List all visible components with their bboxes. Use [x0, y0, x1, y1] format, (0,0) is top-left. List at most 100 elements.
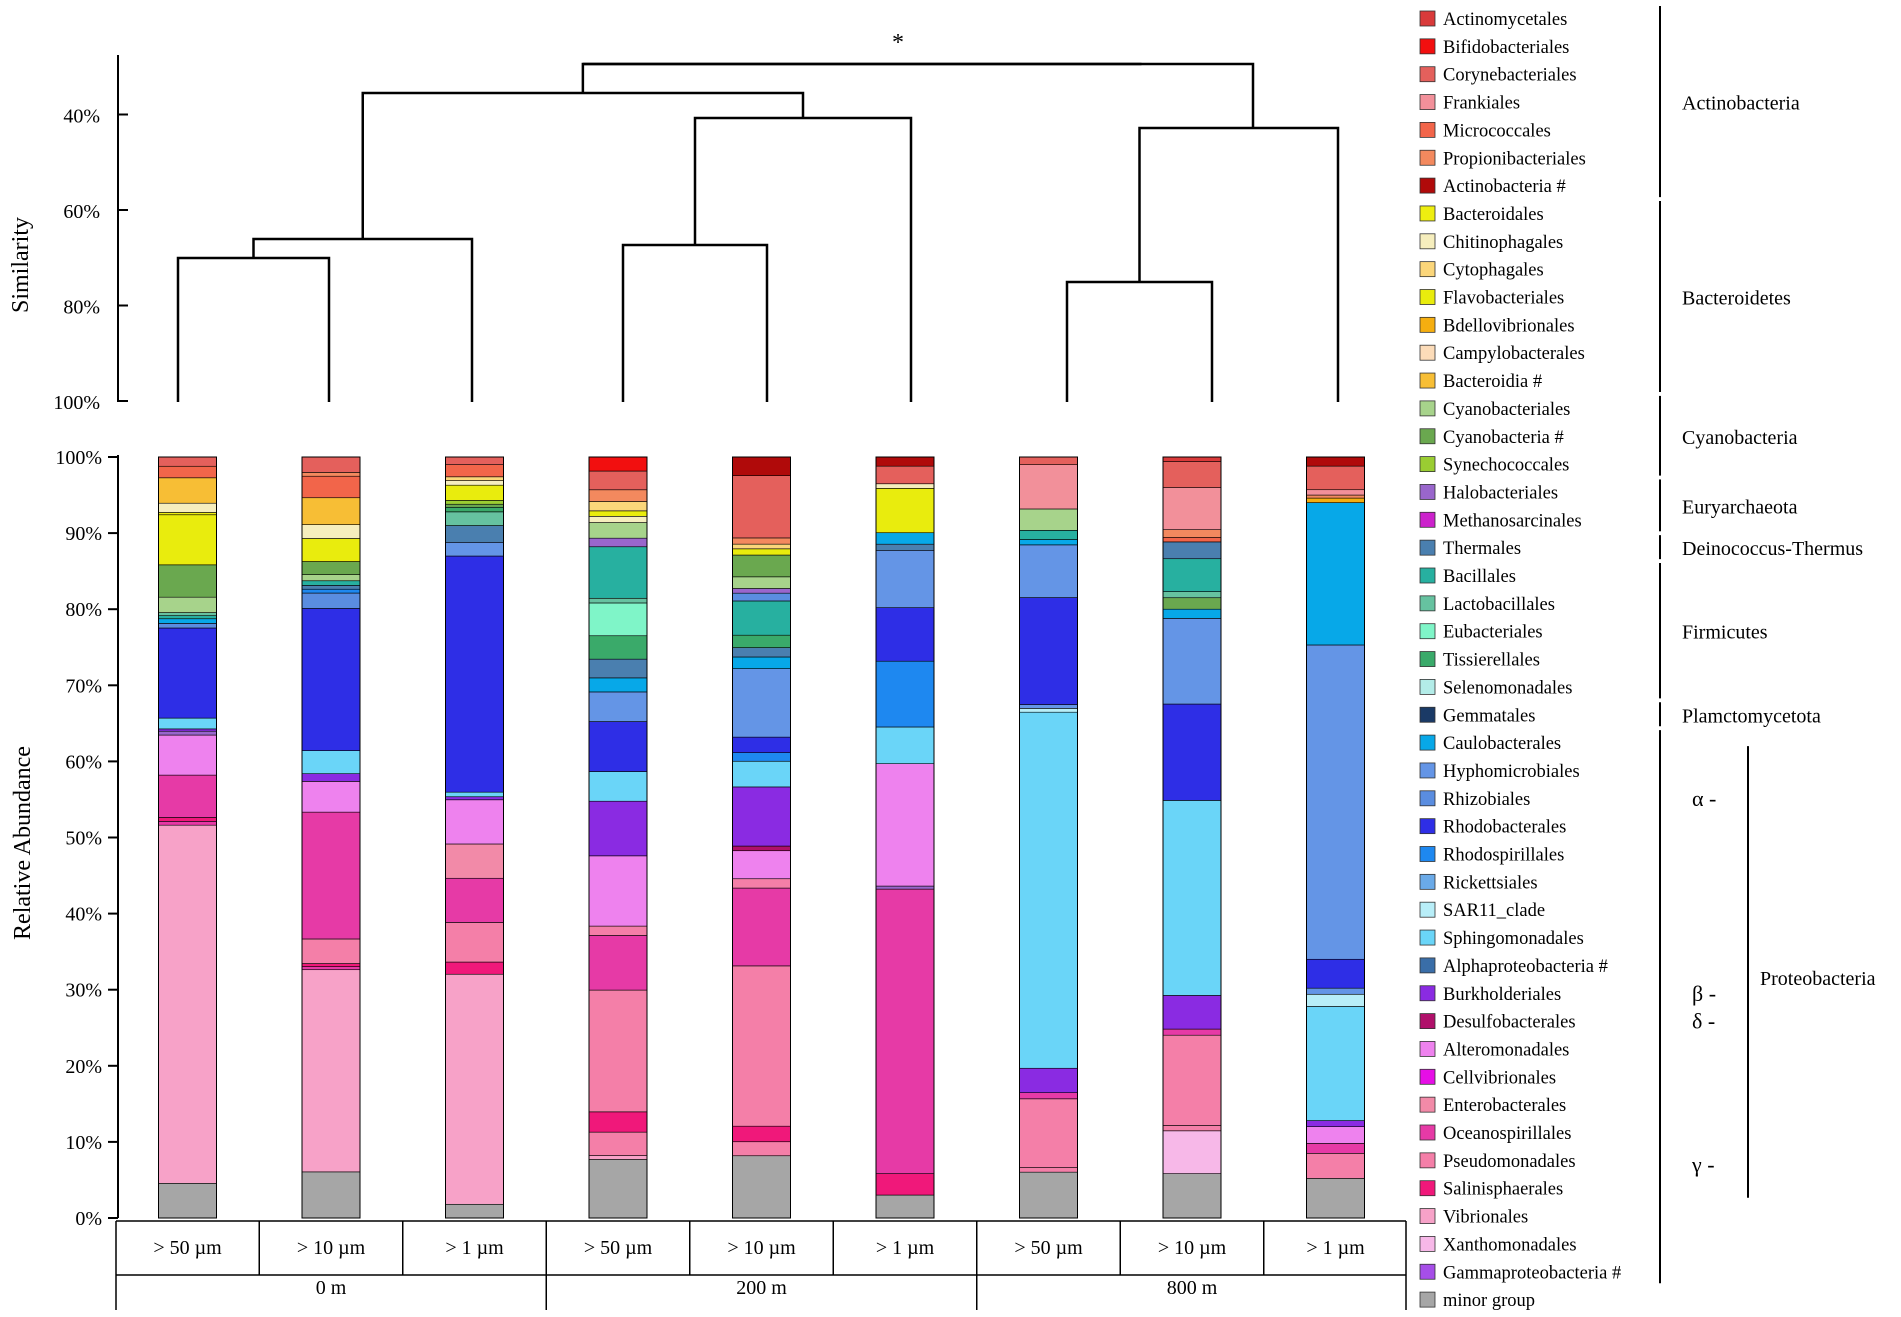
bar-segment-flavobacteriales	[875, 488, 935, 534]
legend-item-selenomonadales: Selenomonadales	[1419, 678, 1572, 698]
phylum-actinobacteria: Actinobacteria	[1659, 6, 1800, 198]
bar-6	[875, 456, 935, 1219]
phylum-label: Actinobacteria	[1682, 93, 1800, 115]
bars	[158, 456, 1365, 1219]
legend-label: Campylobacterales	[1443, 344, 1585, 364]
bar-segment-minor-group	[732, 1155, 791, 1219]
legend-item-enterobacterales: Enterobacterales	[1419, 1096, 1566, 1116]
bar-segment-cytophagales	[732, 543, 791, 550]
bar-segment-oceanospirillales	[1162, 1028, 1222, 1036]
legend-item-frankiales: Frankiales	[1419, 94, 1520, 114]
legend-swatch	[1419, 1068, 1436, 1085]
legend-label: Vibrionales	[1443, 1208, 1528, 1228]
bar-segment-rhodospirillales	[732, 752, 791, 762]
bar-segment-halobacteriales	[158, 730, 217, 736]
bar-8	[1162, 456, 1222, 1219]
legend-item-salinisphaerales: Salinisphaerales	[1419, 1180, 1563, 1200]
bar-segment-rhodobacterales	[1162, 703, 1222, 801]
legend-swatch	[1419, 1291, 1436, 1308]
bar-segment-bacillales	[732, 600, 791, 636]
bar-segment-pseudomonadales	[1162, 1125, 1222, 1132]
similarity-tick-label: 80%	[63, 297, 100, 319]
dendrogram-branches	[176, 62, 1340, 402]
x-tick-label: > 50 µm	[1014, 1237, 1083, 1259]
legend-label: Actinomycetales	[1443, 10, 1567, 30]
bar-segment-burkholderiales	[1162, 995, 1222, 1030]
legend-label: Oceanospirillales	[1443, 1124, 1571, 1144]
legend-label: Actinobacteria #	[1443, 177, 1566, 197]
bar-segment-thermales	[588, 658, 648, 679]
subclass-label-: δ -	[1692, 1009, 1715, 1034]
bar-segment-alteromonadales	[732, 850, 791, 880]
proteobacteria-subclass-bracket: α - β - δ - γ -	[1659, 746, 1749, 1198]
bar-segment-bacteroidales	[158, 512, 217, 516]
legend-item-burkholderiales: Burkholderiales	[1419, 985, 1561, 1005]
bar-segment-hyphomicrobiales	[1019, 704, 1078, 709]
bar-segment-alteromonadales	[158, 734, 217, 776]
y-tick-label: 80%	[65, 599, 102, 621]
legend-swatch	[1419, 567, 1436, 584]
legend-label: Methanosarcinales	[1443, 511, 1582, 531]
bar-segment-pseudomonadales	[445, 922, 504, 963]
bar-segment-xanthomonadales	[1162, 1130, 1222, 1174]
bar-outline	[301, 456, 361, 1219]
bar-segment-halobacteriales	[588, 537, 648, 548]
bar-segment-lactobacillales	[158, 612, 217, 616]
bar-segment-rhizobiales	[158, 623, 217, 629]
bar-segment-minor-group	[301, 1171, 361, 1219]
bar-segment-cyanobacteriales	[588, 522, 648, 539]
group-label-0-m: 0 m	[316, 1277, 347, 1299]
bar-segment-oceanospirillales	[301, 966, 361, 971]
legend-swatch	[1419, 1180, 1436, 1197]
legend-item-halobacteriales: Halobacteriales	[1419, 483, 1558, 503]
legend-item-lactobacillales: Lactobacillales	[1419, 595, 1555, 615]
bar-4	[588, 456, 648, 1219]
legend-swatch	[1419, 344, 1436, 361]
bar-segment-hyphomicrobiales	[588, 691, 648, 722]
x-tick-label: > 1 µm	[1306, 1237, 1365, 1259]
bar-segment-alteromonadales	[445, 799, 504, 845]
bar-segment-salinisphaerales	[301, 963, 361, 967]
bar-segment-burkholderiales	[1306, 1120, 1365, 1127]
dendrogram-branch	[582, 62, 1255, 128]
legend-swatch	[1419, 289, 1436, 305]
bar-segment-corynebacteriales	[1306, 465, 1365, 491]
bar-segment-pseudomonadales	[588, 989, 648, 1113]
legend-label: Cyanobacteria #	[1443, 428, 1564, 448]
bar-segment-propionibacteriales	[301, 472, 361, 477]
phylum-brackets: Actinobacteria Bacteroidetes Cyanobacteria…	[1659, 6, 1876, 1284]
bar-segment-alteromonadales	[301, 781, 361, 813]
legend-item-eubacteriales: Eubacteriales	[1419, 623, 1543, 643]
legend-label: Micrococcales	[1443, 121, 1551, 141]
bar-segment-hyphomicrobiales	[1306, 644, 1365, 960]
bar-segment-cyanobacteriales	[1019, 508, 1078, 531]
bar-segment-oceanospirillales	[875, 888, 935, 1174]
legend-swatch	[1419, 456, 1436, 473]
y-tick-label: 20%	[65, 1056, 102, 1078]
bar-chart: Relative Abundance 0% 10% 20% 30% 40% 50% 60% 7…	[10, 447, 1407, 1310]
legend-swatch	[1419, 651, 1436, 667]
bar-segment-oceanospirillales	[445, 877, 504, 923]
legend-label: Bacteroidales	[1443, 205, 1544, 225]
x-tick-label: > 1 µm	[445, 1237, 504, 1259]
legend-item-bdellovibrionales: Bdellovibrionales	[1419, 316, 1575, 336]
legend-label: Gemmatales	[1443, 706, 1535, 726]
legend-label: Bdellovibrionales	[1443, 316, 1575, 336]
legend-item-tissierellales: Tissierellales	[1419, 651, 1540, 671]
bar-segment-pseudomonadales	[1306, 1153, 1365, 1179]
subclass-label-: α -	[1692, 786, 1716, 811]
bar-segment-thermales	[875, 543, 935, 551]
legend-item-bifidobacteriales: Bifidobacteriales	[1419, 38, 1569, 58]
legend-label: Pseudomonadales	[1443, 1152, 1576, 1172]
legend-label: Chitinophagales	[1443, 233, 1563, 253]
bar-segment-caulobacterales	[732, 656, 791, 669]
legend-label: Alteromonadales	[1443, 1040, 1569, 1060]
legend-item-pseudomonadales: Pseudomonadales	[1419, 1152, 1576, 1172]
legend-swatch	[1419, 846, 1436, 862]
phylum-label: Deinococcus-Thermus	[1682, 538, 1863, 560]
legend-item-corynebacteriales: Corynebacteriales	[1419, 66, 1577, 86]
legend-item-propionibacteriales: Propionibacteriales	[1419, 149, 1586, 169]
legend-item-cyanobacteria: Cyanobacteria #	[1419, 428, 1564, 448]
legend-swatch	[1419, 929, 1436, 946]
phylum-euryarchaeota: Euryarchaeota	[1659, 479, 1798, 532]
